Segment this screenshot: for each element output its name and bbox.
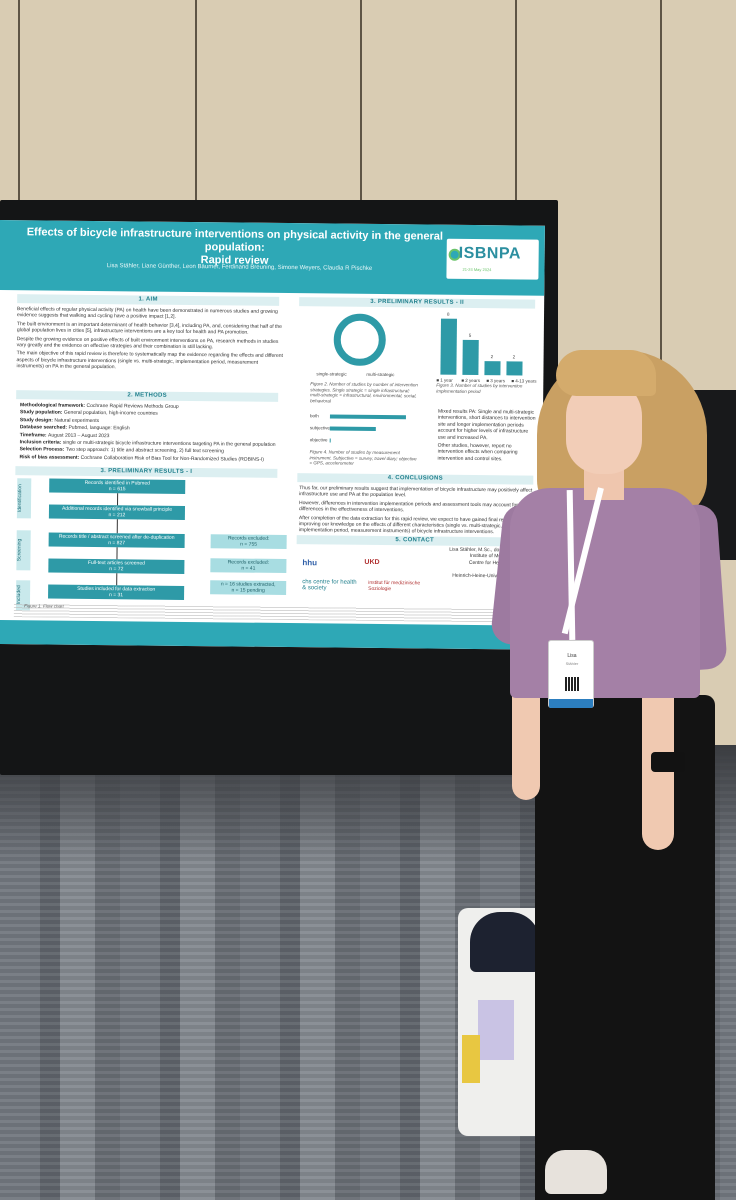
methods-label: Selection Process: <box>19 446 66 454</box>
chs-logo: chs centre for health & society <box>302 579 357 592</box>
flow-stage-screening: Screening <box>16 530 31 571</box>
badge-surname: Stähler <box>565 661 579 666</box>
flow-box-records-identified: Records identified in Pubmed n = 615 <box>49 478 186 494</box>
methods-value: Cochrane Rapid Reviews Methods Group <box>86 402 179 410</box>
results-bullet: Other studies, however, report no interv… <box>437 442 518 463</box>
flow-excluded-1: Records excluded: n = 755 <box>210 534 287 550</box>
flow-side-count: n = 15 pending <box>231 587 265 594</box>
flow-arrow <box>116 573 118 586</box>
methods-value: Cochrane Collaboration Risk of Bias Tool… <box>80 454 265 463</box>
bag-pattern <box>462 1035 480 1083</box>
flow-box-count: n = 615 <box>108 486 126 493</box>
flow-box-included: Studies included for data extraction n =… <box>48 584 185 600</box>
badge-name: Lisa <box>567 653 577 659</box>
aim-bullet: Beneficial effects of regular physical a… <box>16 306 278 321</box>
flow-arrow <box>117 493 119 506</box>
bag-contents <box>470 912 540 972</box>
section-contact-heading: 5. CONTACT <box>296 535 533 547</box>
black-trousers <box>535 695 715 1200</box>
flow-box-screened: Records title / abstract screened after … <box>48 532 185 548</box>
aim-bullet: The built environment is an important de… <box>16 320 283 336</box>
flow-box-additional-records: Additional records identified via snowba… <box>48 504 186 520</box>
hbar-caption: Figure 4. Number of studies by measureme… <box>309 449 417 466</box>
methods-label: Database searched: <box>19 424 69 431</box>
badge-strip <box>549 699 593 708</box>
results2-text: Mixed results PA: Single and multi-strat… <box>437 409 536 465</box>
methods-label: Inclusion criteria: <box>19 439 63 446</box>
flow-box-fulltext: Full-text articles screened n = 72 <box>48 558 185 574</box>
conclusion-bullet: After completion of the data extraction … <box>298 514 514 536</box>
section-results2-heading: 3. PRELIMINARY RESULTS - II <box>299 297 536 309</box>
vbar <box>506 361 523 376</box>
vbar-value-label: 2 <box>512 354 516 360</box>
section-methods-heading: 2. METHODS <box>16 390 279 402</box>
flow-arrow <box>116 547 118 560</box>
conclusion-bullet: However, differences in intervention imp… <box>298 499 518 514</box>
flow-side-count: n = 41 <box>241 565 256 572</box>
flow-side-count: n = 755 <box>240 541 258 548</box>
vbar-value-label: 2 <box>490 354 494 360</box>
flow-extracted: n = 16 studies extracted, n = 15 pending <box>210 580 287 596</box>
bag-pattern <box>478 1000 514 1060</box>
flow-stage-identification: Identification <box>16 478 32 519</box>
conclusion-bullet: Thus far, our preliminary results sugges… <box>299 485 533 499</box>
methods-value: Natural experiments <box>54 417 100 424</box>
methods-value: Pubmed, language: English <box>68 424 130 432</box>
vbar <box>484 361 501 376</box>
methods-value: Two step approach: 1) title and abstract… <box>65 447 224 455</box>
conference-date: 21-24 May 2024 <box>462 266 492 273</box>
aim-bullet: Despite the growing evidence on positive… <box>16 335 279 351</box>
donut-chart <box>333 313 387 367</box>
flow-excluded-2: Records excluded: n = 41 <box>210 558 287 574</box>
conclusions-text: Thus far, our preliminary results sugges… <box>299 485 534 538</box>
section-results1-heading: 3. PRELIMINARY RESULTS - I <box>15 466 278 478</box>
conference-logo: ISBNPA 21-24 May 2024 <box>446 238 539 280</box>
methods-label: Study population: <box>19 409 64 417</box>
purple-tshirt <box>510 488 700 698</box>
donut-caption: Figure 2. Number of studies by number of… <box>310 381 418 403</box>
methods-list: Methodological framework: Cochrane Rapid… <box>19 402 284 464</box>
conference-logo-text: ISBNPA <box>458 244 522 263</box>
vbar <box>462 339 479 376</box>
aim-text: Beneficial effects of regular physical a… <box>16 306 285 374</box>
smartwatch <box>651 752 685 772</box>
donut-legend-multi: multi-strategic <box>366 371 395 378</box>
poster-header: Effects of bicycle infrastructure interv… <box>0 220 545 296</box>
hbar-label-both: both <box>309 413 319 419</box>
hhu-logo: hhu <box>302 558 318 568</box>
flow-box-count: n = 31 <box>109 592 124 599</box>
section-conclusions-heading: 4. CONCLUSIONS <box>297 473 534 485</box>
vbar <box>440 318 457 375</box>
section-aim-heading: 1. AIM <box>17 294 280 306</box>
hbar-subjective <box>329 426 376 431</box>
methods-label: Study design: <box>19 417 55 424</box>
results-bullet: Mixed results PA: Single and multi-strat… <box>437 408 536 441</box>
hbar-label-subjective: subjective <box>309 425 330 431</box>
flow-box-count: n = 72 <box>109 566 124 573</box>
white-shoe <box>545 1150 607 1194</box>
institute-logo: institut für medizinische Soziologie <box>368 579 421 593</box>
methods-label: Risk of bias assessment: <box>19 454 81 461</box>
hbar-label-objective: objective <box>309 437 328 443</box>
donut-legend-single: single-strategic <box>316 371 347 377</box>
flow-arrow <box>116 519 118 534</box>
qr-code-icon <box>565 677 579 691</box>
methods-value: General population, high-income countrie… <box>63 410 158 418</box>
research-poster: Effects of bicycle infrastructure interv… <box>0 220 545 650</box>
hbar-objective <box>329 438 331 443</box>
aim-bullet: The main objective of this rapid review … <box>16 350 283 371</box>
hbar-both <box>329 414 406 420</box>
vbar-value-label: 5 <box>468 332 472 338</box>
ukd-logo: UKD <box>364 558 380 566</box>
methods-label: Methodological framework: <box>20 402 87 409</box>
vbar-value-label: 8 <box>447 311 450 317</box>
methods-label: Timeframe: <box>19 431 49 439</box>
references-text <box>13 603 494 623</box>
methods-value: August 2013 – August 2023 <box>47 432 110 439</box>
name-badge: Lisa Stähler <box>548 640 594 708</box>
vbar-caption: Figure 3. Number of studies by intervent… <box>436 382 523 394</box>
methods-item: Risk of bias assessment: Cochrane Collab… <box>19 454 283 463</box>
hair-fringe <box>556 350 656 396</box>
